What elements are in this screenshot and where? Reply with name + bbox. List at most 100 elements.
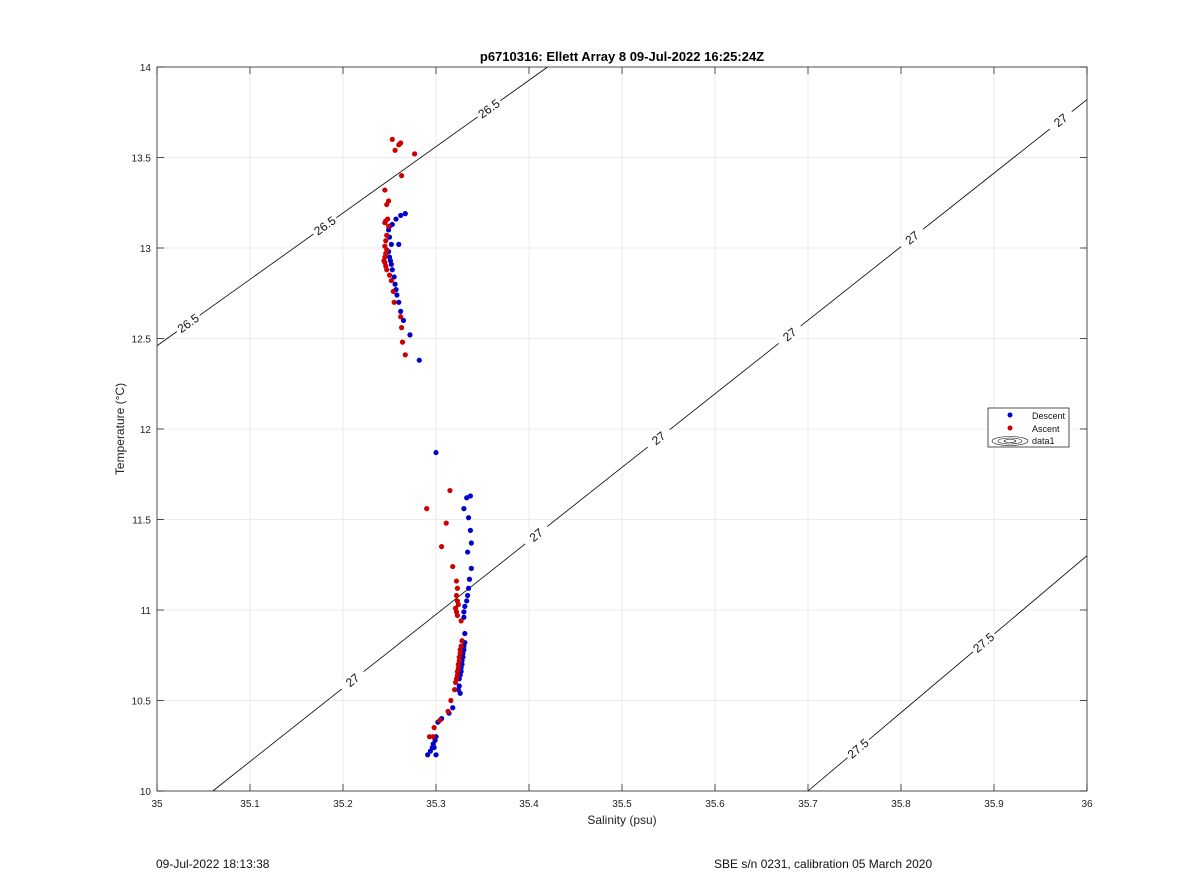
ascent-point [438, 544, 445, 550]
ascent-point [448, 697, 454, 704]
x-tick-label: 35.1 [240, 799, 260, 810]
descent-point [398, 308, 404, 314]
descent-point [416, 357, 422, 363]
y-tick-label: 10 [140, 787, 152, 798]
descent-point [400, 317, 407, 323]
contour-label: 27 [643, 424, 674, 453]
ascent-point [382, 187, 388, 193]
ascent-point [453, 592, 460, 599]
ascent-point [399, 339, 406, 345]
ascent-point [384, 267, 390, 273]
ascent-point [389, 136, 395, 142]
contour-label: 26.5 [309, 212, 341, 240]
contour-label: 27.5 [843, 734, 874, 764]
y-tick-label: 10.5 [132, 697, 152, 708]
x-tick-label: 35.6 [705, 799, 725, 810]
legend-descent-marker [1007, 412, 1013, 418]
descent-point [388, 241, 394, 247]
descent-point [433, 449, 439, 456]
descent-point [431, 744, 437, 751]
ascent-point [402, 352, 408, 358]
ascent-point [431, 725, 437, 731]
ascent-point [424, 506, 430, 512]
y-tick-label: 12.5 [132, 335, 152, 346]
contour-label: 27 [337, 666, 368, 695]
y-tick-label: 12 [140, 425, 152, 436]
ascent-point [386, 272, 393, 278]
ascent-point [450, 563, 456, 570]
x-tick-label: 35.3 [426, 799, 446, 810]
descent-point [425, 752, 431, 758]
descent-point [464, 598, 470, 604]
ascent-point [459, 638, 465, 644]
ascent-point [385, 223, 392, 229]
footer-date: 09-Jul-2022 18:13:38 [156, 857, 270, 871]
descent-point [465, 515, 472, 521]
ascent-point [388, 277, 394, 284]
y-tick-label: 13.5 [132, 154, 152, 165]
chart-title: p6710316: Ellett Array 8 09-Jul-2022 16:… [480, 49, 764, 64]
descent-point [391, 274, 397, 280]
ascent-point [452, 679, 459, 686]
ascent-point [458, 618, 464, 624]
y-axis-label: Temperature (°C) [113, 383, 127, 475]
contour-label: 27 [896, 223, 928, 253]
ascent-point [443, 520, 449, 526]
ascent-point [453, 578, 460, 584]
descent-point [466, 576, 473, 582]
descent-point [402, 211, 408, 217]
x-tick-label: 35.2 [333, 799, 353, 810]
ascent-point [445, 708, 451, 714]
descent-point [450, 705, 456, 711]
descent-point [393, 216, 399, 222]
descent-point [465, 592, 471, 599]
ascent-point [457, 647, 463, 653]
descent-point [392, 281, 398, 287]
contour-label: 27 [520, 520, 552, 550]
ascent-point [447, 487, 453, 494]
ascent-point [452, 687, 458, 693]
x-tick-label: 35.7 [798, 799, 818, 810]
ascent-point [398, 173, 405, 179]
ascent-point [384, 201, 390, 208]
contour-label: 27 [1045, 106, 1077, 135]
descent-point [465, 585, 472, 591]
x-tick-label: 35.5 [612, 799, 632, 810]
descent-point [396, 241, 402, 247]
ascent-point [396, 142, 402, 148]
descent-point [407, 332, 413, 338]
descent-point [461, 506, 467, 512]
y-tick-label: 13 [140, 244, 152, 255]
ascent-point [392, 147, 398, 153]
y-tick-label: 11 [141, 606, 152, 617]
ascent-point [454, 585, 460, 591]
legend: Descent Ascent data1 [987, 407, 1070, 448]
descent-point [389, 267, 395, 273]
descent-point [468, 565, 474, 571]
descent-point [461, 609, 467, 615]
ascent-point [455, 661, 461, 667]
y-tick-label: 14 [140, 63, 152, 74]
x-tick-label: 35.4 [519, 799, 539, 810]
descent-point [467, 527, 474, 533]
axis-ticks: 35 35.1 35.2 35.3 35.4 35.5 35.6 35.7 35.8 35.9 36… [132, 63, 1093, 810]
descent-point [394, 292, 400, 298]
ascent-point [456, 654, 462, 660]
y-tick-label: 11.5 [132, 516, 151, 527]
ascent-point [391, 299, 397, 305]
descent-point [427, 748, 434, 754]
ascent-point [398, 325, 405, 331]
ascent-point [455, 601, 461, 608]
x-tick-label: 35.8 [891, 799, 911, 810]
ascent-point [437, 717, 443, 724]
ascent-point [454, 668, 460, 675]
ascent-point [454, 612, 460, 619]
descent-point [462, 630, 468, 637]
footer-calibration: SBE s/n 0231, calibration 05 March 2020 [714, 857, 933, 871]
descent-point [461, 614, 467, 620]
descent-point [464, 495, 470, 501]
descent-point [385, 227, 392, 233]
data-points [381, 136, 474, 758]
ascent-point [412, 151, 418, 157]
